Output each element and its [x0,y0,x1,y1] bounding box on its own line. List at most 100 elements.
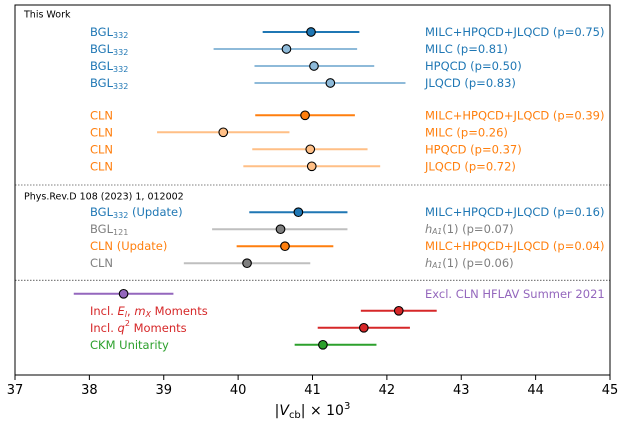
x-tick-label: 44 [527,383,544,398]
fit-label: JLQCD (p=0.83) [424,76,516,90]
fit-label-text: JLQCD (p=0.72) [424,159,516,173]
series-label-text: CLN [90,142,113,156]
fit-label: hA1(1) (p=0.06) [425,256,514,271]
x-tick-label: 45 [602,383,619,398]
plot-area: This Work Phys.Rev.D 108 (2023) 1, 012002… [7,4,619,421]
fit-label: MILC (p=0.26) [425,125,508,139]
fit-label: MILC+HPQCD+JLQCD (p=0.75) [425,25,604,39]
data-point [300,110,310,121]
x-axis-label-text: | × 10 [301,403,344,419]
section-title: This Work [23,10,71,21]
data-point [306,27,316,37]
fit-label: HPQCD (p=0.37) [425,142,522,156]
fit-label-text: JLQCD (p=0.83) [424,76,516,90]
x-axis-label: |Vcb| × 103 [275,401,351,421]
fit-label: MILC+HPQCD+JLQCD (p=0.16) [425,205,604,219]
fit-label-text: Excl. CLN HFLAV Summer 2021 [425,286,605,300]
fit-label: MILC+HPQCD+JLQCD (p=0.39) [425,108,604,122]
series-label-text: BGL [90,59,114,73]
series-label-text: BGL [90,222,114,236]
series-label: CLN [90,108,113,122]
series-label-text: Incl. [90,320,118,334]
series-label: BGL332 [90,42,128,57]
fit-label-text: HPQCD (p=0.50) [425,59,522,73]
x-tick-label: 40 [230,383,247,398]
x-tick-label: 41 [304,383,321,398]
fit-label-text: MILC+HPQCD+JLQCD (p=0.39) [425,108,604,122]
series-label-subscript: 332 [113,211,128,220]
series-label-text: , [127,303,134,317]
series-label-symbol: E [118,303,126,317]
series-label-text: BGL [90,76,114,90]
fit-label-text: MILC+HPQCD+JLQCD (p=0.16) [425,205,604,219]
data-point [309,61,319,71]
series-label-superscript: 2 [125,318,130,327]
series-label-suffix: (Update) [113,239,167,253]
data-point [358,322,369,333]
data-point [393,305,404,316]
fit-label: JLQCD (p=0.72) [424,159,516,173]
series-label: BGL332 [90,76,128,91]
data-point [305,144,316,155]
fit-label: MILC+HPQCD+JLQCD (p=0.04) [425,239,604,253]
x-tick-label: 38 [81,383,98,398]
data-point [275,224,286,235]
series-label-subscript: 332 [113,31,128,40]
series-label: Incl. q2 Moments [90,318,187,334]
series-label-subscript: l [125,309,128,318]
series-label-text: BGL [90,25,114,39]
x-tick-label: 43 [453,383,470,398]
data-point [293,207,304,218]
series-label-text: BGL [90,205,114,219]
series-label-symbol: m [134,303,145,317]
series-label-text: Moments [151,303,208,317]
series-label-text: Incl. [90,303,118,317]
series-label: CLN [90,159,113,173]
data-point [306,161,317,172]
series-label-text: CLN [90,256,113,270]
fit-label-symbol: h [425,222,432,236]
fit-label: HPQCD (p=0.50) [425,59,522,73]
fit-label-text: MILC+HPQCD+JLQCD (p=0.04) [425,239,604,253]
series-label-subscript: 121 [113,228,128,237]
series-label: Incl. El, mX Moments [90,303,208,318]
section-title: Phys.Rev.D 108 (2023) 1, 012002 [24,191,184,202]
series-label-subscript: 332 [113,82,128,91]
series-label: CLN (Update) [90,239,167,253]
data-point [118,288,129,299]
data-point [325,78,336,88]
fit-label: MILC (p=0.81) [425,42,508,56]
series-label-text: CKM Unitarity [90,337,169,351]
x-tick-label: 39 [155,383,172,398]
series-label-text: Moments [130,320,187,334]
fit-label-text: MILC (p=0.81) [425,42,508,56]
series-label: CLN [90,125,113,139]
x-tick-label: 42 [379,383,396,398]
fit-label-symbol: h [425,256,432,270]
x-axis-label-superscript: 3 [344,401,350,412]
series-label-suffix: (Update) [128,205,182,219]
x-axis-label-text: |V [275,403,291,419]
fit-label-text: (1) (p=0.06) [442,256,513,270]
series-label-subscript: X [145,309,152,318]
series-label: BGL332 [90,59,128,74]
series-label-text: CLN [90,239,113,253]
series-label-text: CLN [90,159,113,173]
data-point [318,339,328,350]
fit-label-text: MILC+HPQCD+JLQCD (p=0.75) [425,25,604,39]
data-point [280,241,290,252]
series-label: BGL332 [90,25,128,40]
series-label: BGL121 [90,222,128,237]
series-label-symbol: q [118,320,125,334]
fit-label-text: HPQCD (p=0.37) [425,142,522,156]
series-label: CLN [90,256,113,270]
data-point [242,258,252,269]
data-point [281,44,292,54]
fit-label-text: (1) (p=0.07) [442,222,513,236]
fit-label: hA1(1) (p=0.07) [425,222,514,237]
series-label-subscript: 332 [113,48,128,57]
fit-label: Excl. CLN HFLAV Summer 2021 [425,286,605,300]
x-tick-label: 37 [7,383,24,398]
series-label-text: CLN [90,108,113,122]
